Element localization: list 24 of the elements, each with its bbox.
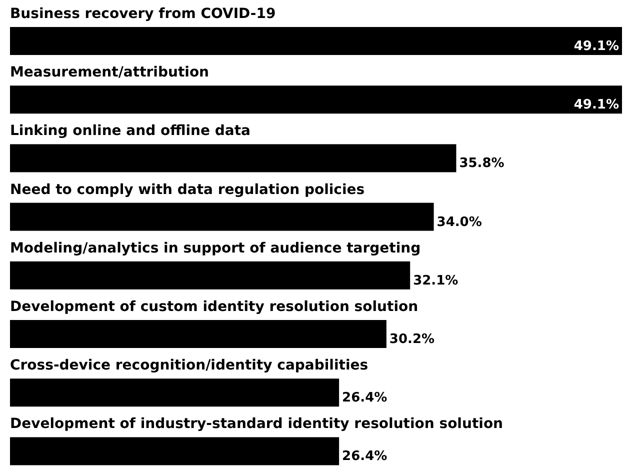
- bar: [10, 437, 340, 466]
- bar: [10, 202, 434, 231]
- y-tick-label: Business recovery from COVID-19: [10, 6, 276, 22]
- y-tick-label: Cross-device recognition/identity capabilities: [10, 358, 368, 374]
- data-label: 49.1%: [574, 98, 619, 113]
- bar: [10, 261, 410, 290]
- data-label: 26.4%: [342, 390, 388, 406]
- bar: [10, 378, 340, 407]
- bar: [10, 320, 386, 348]
- bar: [10, 144, 456, 172]
- data-label: 49.1%: [574, 39, 619, 54]
- data-label: 34.0%: [436, 214, 482, 230]
- bar: [10, 27, 622, 55]
- y-tick-label: Modeling/analytics in support of audience targeting: [10, 240, 421, 256]
- y-tick-label: Development of custom identity resolution solution: [10, 299, 418, 315]
- bar: [10, 86, 622, 114]
- y-tick-label: Need to comply with data regulation policies: [10, 182, 365, 198]
- data-label: 35.8%: [459, 156, 504, 172]
- y-tick-label: Measurement/attribution: [10, 64, 210, 81]
- y-tick-label: Development of industry-standard identity resolution solution: [10, 416, 504, 432]
- y-tick-label: Linking online and offline data: [10, 123, 250, 140]
- data-label: 30.2%: [389, 332, 435, 347]
- data-label: 32.1%: [413, 273, 458, 288]
- data-label: 26.4%: [342, 449, 388, 464]
